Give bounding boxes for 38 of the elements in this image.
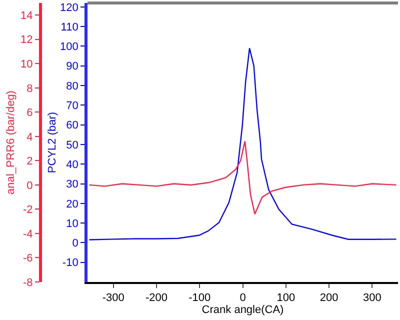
y-tick-label: 60 [66, 120, 78, 132]
y-tick-label: 50 [66, 139, 78, 152]
y-tick-label: 70 [66, 100, 78, 112]
x-tick-label: 100 [276, 292, 296, 304]
y2-tick-label: 8 [26, 82, 33, 95]
y2-tick-label: -4 [22, 228, 33, 240]
y-tick-label: 90 [66, 60, 78, 73]
y-tick-label: 40 [66, 158, 78, 171]
y2-tick-label: 6 [26, 107, 33, 120]
x-tick-label: 0 [240, 292, 246, 304]
x-tick-label: 300 [362, 292, 382, 304]
x-axis-title: Crank angle(CA) [202, 304, 284, 316]
y2-tick-label: 12 [20, 34, 33, 46]
x-tick-label: 200 [320, 292, 338, 304]
y2-tick-label: 14 [20, 10, 33, 22]
y2-tick-label: 4 [26, 131, 33, 144]
x-tick-label: -200 [146, 292, 168, 304]
y-tick-label: 80 [66, 80, 78, 92]
y-tick-label: -10 [62, 257, 78, 270]
y2-axis-title: anal_PRR6 (bar/deg) [5, 90, 18, 194]
line-series [88, 48, 397, 240]
y-axis-title: PCYL2 (bar) [46, 112, 59, 174]
y-tick-label: 110 [60, 21, 78, 34]
y2-tick-label: -6 [22, 252, 33, 265]
x-tick-label: -100 [188, 292, 211, 304]
y-tick-label: 10 [66, 218, 78, 230]
y-tick-label: 100 [60, 41, 78, 54]
y-tick-label: 0 [72, 238, 78, 250]
y2-tick-label: -8 [22, 276, 33, 289]
y-tick-label: 120 [60, 2, 78, 14]
y-tick-label: 30 [66, 178, 78, 191]
y2-tick-label: 2 [26, 156, 33, 168]
line-series [88, 140, 397, 215]
y2-tick-label: 10 [20, 58, 33, 70]
x-tick-label: -300 [102, 292, 124, 304]
y2-tick-label: 0 [26, 180, 33, 192]
y2-tick-label: -2 [22, 204, 33, 216]
y-tick-label: 20 [66, 198, 78, 210]
